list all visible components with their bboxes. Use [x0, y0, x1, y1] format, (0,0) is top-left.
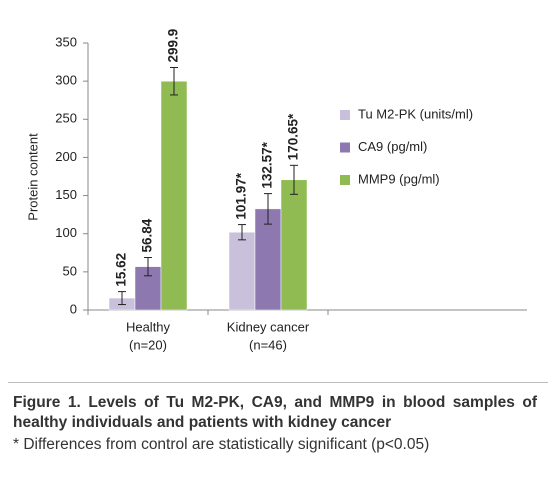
value-label: 15.62: [114, 253, 129, 287]
y-tick-label: 50: [63, 263, 77, 278]
caption-note: * Differences from control are statistic…: [13, 436, 430, 453]
y-tick-label: 250: [55, 111, 77, 126]
y-tick-label: 150: [55, 187, 77, 202]
legend-swatch: [340, 142, 350, 153]
y-tick-label: 0: [70, 301, 77, 316]
legend-label: CA9 (pg/ml): [358, 139, 427, 154]
x-tick-label: Kidney cancer: [227, 319, 310, 334]
caption: Figure 1. Levels of Tu M2-PK, CA9, and M…: [13, 393, 537, 455]
y-tick-label: 200: [55, 149, 77, 164]
value-label: 132.57*: [260, 141, 275, 188]
y-axis-label: Protein content: [25, 133, 40, 221]
legend-label: Tu M2-PK (units/ml): [358, 106, 473, 121]
bar: [280, 179, 308, 311]
value-label: 299.9: [166, 29, 181, 63]
bar: [228, 231, 256, 311]
caption-title: Figure 1. Levels of Tu M2-PK, CA9, and M…: [13, 394, 537, 431]
value-label: 56.84: [140, 218, 155, 252]
y-tick-label: 350: [55, 34, 77, 49]
chart: Protein content 0 50 100 150 200 250 300 350 Hea…: [25, 29, 527, 352]
legend-label: MMP9 (pg/ml): [358, 171, 440, 186]
x-tick-label: Healthy: [126, 319, 171, 334]
x-tick-label: (n=46): [249, 337, 287, 352]
separator: [8, 382, 548, 383]
y-tick-label: 300: [55, 73, 77, 88]
y-tick-label: 100: [55, 225, 77, 240]
value-label: 170.65*: [286, 113, 301, 160]
legend-swatch: [340, 110, 350, 120]
value-label: 101.97*: [234, 172, 249, 219]
legend-swatch: [340, 175, 350, 185]
bar: [160, 80, 188, 311]
x-tick-label: (n=20): [129, 337, 167, 352]
bar: [254, 208, 282, 311]
